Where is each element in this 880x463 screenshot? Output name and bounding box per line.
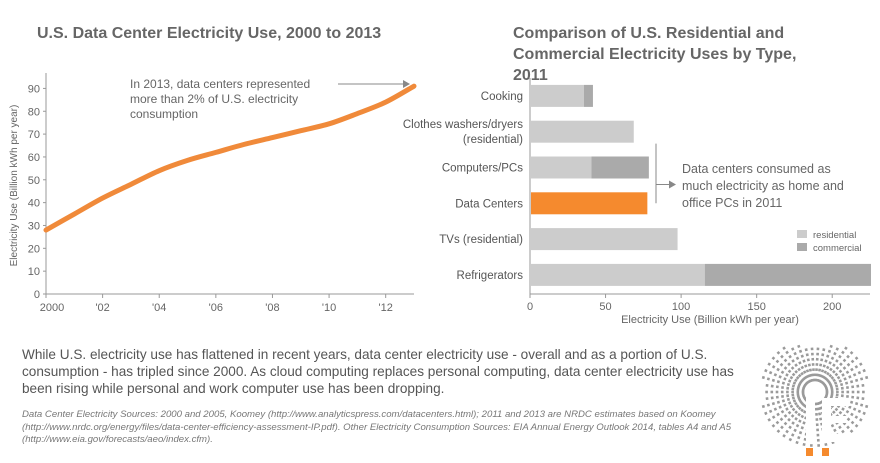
caption: While U.S. electricity use has flattened… <box>22 347 734 396</box>
bar-residential <box>531 120 634 143</box>
y-tick-label: 0 <box>34 289 40 301</box>
x-tick-label: 0 <box>527 301 533 313</box>
bar-residential <box>531 263 705 286</box>
y-tick-label: 60 <box>28 152 40 164</box>
bar-commercial <box>583 84 593 107</box>
annotation-arrowhead <box>403 80 410 88</box>
category-label: TVs (residential) <box>439 234 523 246</box>
x-tick-label: '02 <box>95 302 109 314</box>
legend-swatch <box>797 230 807 238</box>
y-tick-label: 20 <box>28 243 40 255</box>
x-tick-label: 150 <box>747 301 765 313</box>
annotation-text: Data centers consumed as <box>682 162 831 176</box>
x-tick-label: 50 <box>599 301 611 313</box>
bar-residential <box>531 156 592 179</box>
x-tick-label: '08 <box>265 302 279 314</box>
chart-title: 2011 <box>513 67 548 84</box>
bar-commercial <box>591 156 649 179</box>
category-label: Computers/PCs <box>442 163 523 175</box>
y-tick-label: 70 <box>28 129 40 141</box>
bar-commercial <box>704 263 871 286</box>
bar-chart: Comparison of U.S. Residential and Commer… <box>403 25 871 326</box>
y-tick-label: 90 <box>28 83 40 95</box>
bar-residential <box>531 228 678 251</box>
y-tick-label: 40 <box>28 198 40 210</box>
x-tick-label: '12 <box>379 302 393 314</box>
annotation-arrowhead <box>669 180 676 189</box>
annotation-text: In 2013, data centers represented <box>130 77 310 91</box>
line-chart: U.S. Data Center Electricity Use, 2000 t… <box>9 25 417 314</box>
chart-title: Commercial Electricity Uses by Type, <box>513 46 796 63</box>
annotation-text: more than 2% of U.S. electricity <box>130 92 298 106</box>
category-label: Refrigerators <box>457 270 524 282</box>
y-axis-label: Electricity Use (Billion kWh per year) <box>9 105 20 267</box>
legend-label: residential <box>813 230 856 241</box>
y-tick-label: 80 <box>28 106 40 118</box>
category-label: Cooking <box>481 91 523 103</box>
data-center-use-line <box>43 83 417 233</box>
legend-label: commercial <box>813 243 862 254</box>
bar-residential <box>531 84 584 107</box>
x-tick-label: 2000 <box>40 302 64 314</box>
sources-note: Data Center Electricity Sources: 2000 an… <box>22 409 732 445</box>
chart-title: U.S. Data Center Electricity Use, 2000 t… <box>37 25 381 42</box>
x-axis-label: Electricity Use (Billion kWh per year) <box>621 314 799 326</box>
legend-swatch <box>797 243 807 251</box>
x-tick-label: '06 <box>209 302 223 314</box>
x-tick-label: 100 <box>672 301 690 313</box>
ieee-spectrum-logo-icon <box>761 344 869 456</box>
y-tick-label: 30 <box>28 220 40 232</box>
x-tick-label: 200 <box>823 301 841 313</box>
bar-data-centers <box>531 192 648 215</box>
category-label: (residential) <box>463 134 523 146</box>
category-label: Data Centers <box>455 198 523 210</box>
category-label: Clothes washers/dryers <box>403 119 523 131</box>
annotation-text: office PCs in 2011 <box>682 196 782 210</box>
chart-title: Comparison of U.S. Residential and <box>513 25 784 42</box>
x-tick-label: '04 <box>152 302 166 314</box>
y-tick-label: 50 <box>28 175 40 187</box>
annotation-text: consumption <box>130 107 198 121</box>
annotation-text: much electricity as home and <box>682 179 844 193</box>
y-tick-label: 10 <box>28 266 40 278</box>
x-tick-label: '10 <box>322 302 336 314</box>
